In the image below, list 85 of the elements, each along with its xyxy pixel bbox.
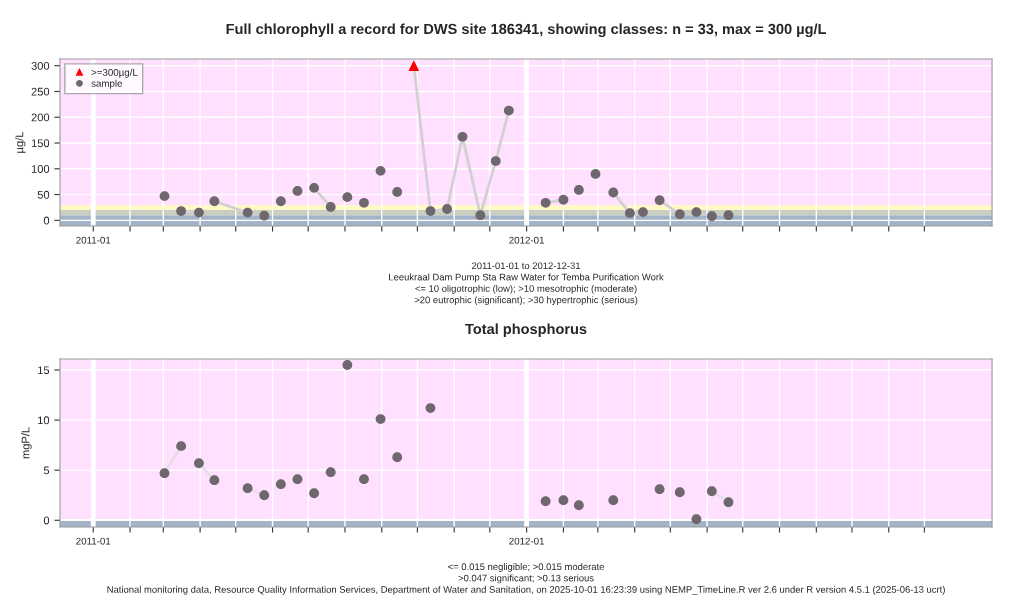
point <box>638 207 648 218</box>
x-tick-label: 2011-01 <box>76 537 111 545</box>
point <box>540 197 551 208</box>
point <box>159 468 170 479</box>
point <box>275 479 286 490</box>
point <box>176 441 187 452</box>
point <box>457 131 468 142</box>
point <box>425 403 436 413</box>
point <box>359 474 369 485</box>
y-tick-label: 10 <box>38 416 50 425</box>
point <box>209 196 220 207</box>
point <box>608 495 619 506</box>
point <box>573 500 584 511</box>
point <box>691 207 702 218</box>
point <box>442 204 452 214</box>
point <box>309 488 319 499</box>
point <box>176 206 187 216</box>
point <box>674 209 685 220</box>
point <box>625 208 635 219</box>
point <box>706 486 717 497</box>
text: >20 eutrophic (significant); >30 hypertrophic (serious) <box>414 296 638 306</box>
point <box>194 458 204 469</box>
point <box>590 169 601 179</box>
text: National monitoring data, Resource Quality Information Services, Department of Water and Sanitation, on 2025-10-01 16:23:39 using NEMP_TimeLine.R ver 2.6 under R version 4.5.1 (2025-06-13 ucrt) <box>107 585 945 595</box>
x-tick-label: 2011-01 <box>76 236 111 244</box>
point <box>325 202 336 212</box>
y-axis-title: mgP/L <box>21 427 32 459</box>
point <box>706 211 717 222</box>
point <box>259 490 270 501</box>
point <box>490 156 501 166</box>
point <box>723 497 734 508</box>
text: <= 0.015 negligible; >0.015 moderate <box>448 563 604 572</box>
point <box>292 474 303 485</box>
point <box>608 187 619 198</box>
point <box>691 514 702 525</box>
point <box>723 210 734 221</box>
point <box>674 487 685 498</box>
point <box>558 194 569 205</box>
point <box>408 60 420 72</box>
point <box>573 185 584 195</box>
point <box>194 207 204 218</box>
chart-title: Full chlorophyll a record for DWS site 186341, showing classes: n = 33, max = 300 µg/L <box>226 23 827 38</box>
point <box>503 105 514 116</box>
point <box>375 414 386 424</box>
x-tick-label: 2012-01 <box>509 537 544 545</box>
point <box>209 475 220 486</box>
y-tick-label: 5 <box>43 466 50 475</box>
point <box>375 165 386 176</box>
point <box>242 483 253 494</box>
y-tick-label: 250 <box>31 87 50 96</box>
text: <= 10 oligotrophic (low); >10 mesotrophic (moderate) <box>415 284 637 294</box>
y-tick-label: 0 <box>43 216 50 225</box>
y-tick-label: 50 <box>37 190 50 199</box>
y-tick-label: 150 <box>31 139 50 148</box>
point <box>275 196 286 207</box>
point <box>392 187 403 197</box>
y-axis-title: µg/L <box>15 131 26 153</box>
y-tick-label: 200 <box>31 113 50 122</box>
x-tick-label: 2012-01 <box>509 236 544 244</box>
point <box>342 360 353 370</box>
point <box>159 191 170 202</box>
chart-title: Total phosphorus <box>465 323 587 338</box>
point <box>558 495 569 506</box>
point <box>259 210 270 221</box>
point <box>425 206 436 216</box>
y-tick-label: 100 <box>31 165 50 173</box>
point <box>475 210 486 221</box>
text: >0.047 significant; >0.13 serious <box>458 574 594 584</box>
legend-label: sample <box>91 79 123 89</box>
y-tick-label: 300 <box>31 61 50 70</box>
point <box>654 484 665 495</box>
point <box>292 186 303 196</box>
point <box>359 197 369 208</box>
point <box>654 195 665 206</box>
text: 2011-01-01 to 2012-12-31 <box>471 262 581 270</box>
y-tick-label: 0 <box>43 516 50 525</box>
point <box>392 452 403 463</box>
point <box>242 207 253 218</box>
text: Leeukraal Dam Pump Sta Raw Water for Temba Purification Work <box>389 273 664 283</box>
point <box>342 192 353 203</box>
point <box>540 496 551 507</box>
point <box>309 182 319 193</box>
y-tick-label: 15 <box>38 366 50 375</box>
legend-label: >=300µg/L <box>91 68 138 78</box>
point <box>325 467 336 478</box>
